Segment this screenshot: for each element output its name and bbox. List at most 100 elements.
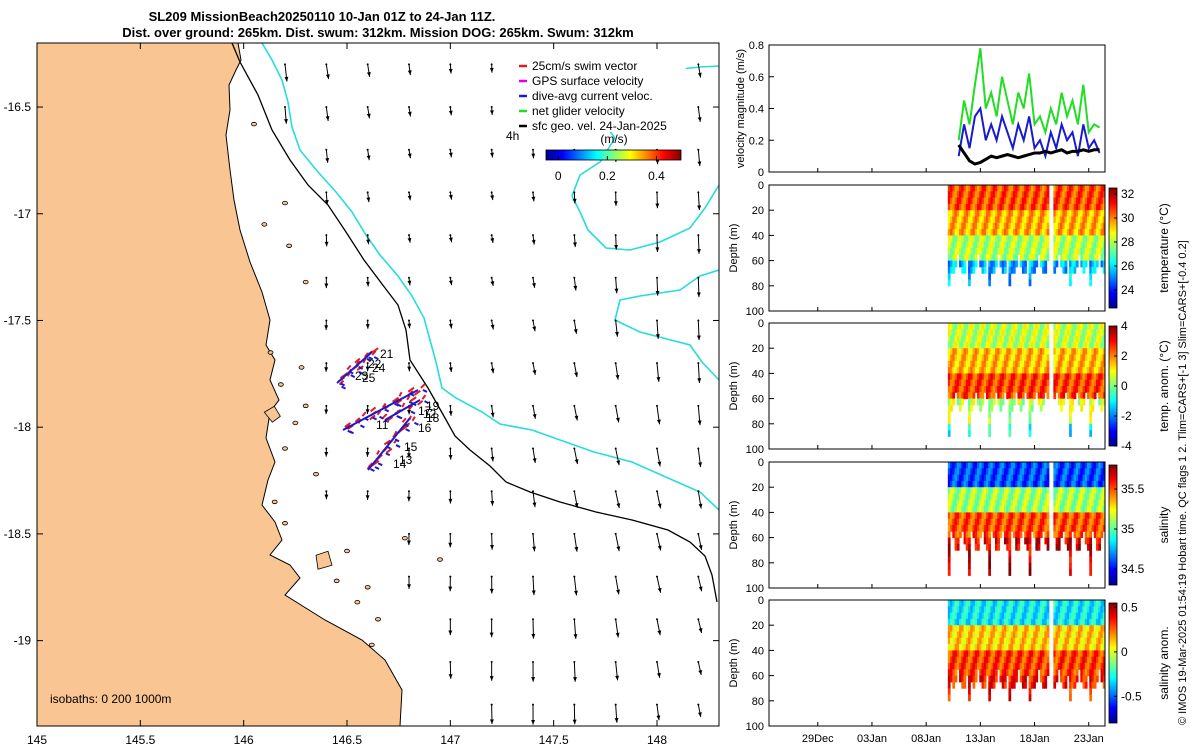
salinity-cell [1078, 525, 1081, 532]
temperature-cell [1069, 235, 1072, 243]
temperature-cell [1026, 254, 1030, 262]
salinity-cell [1037, 506, 1041, 513]
temperature-cell [968, 229, 971, 236]
temperature-cell [1060, 185, 1063, 192]
salinity-cell [1064, 493, 1068, 501]
salinity-cell [968, 525, 971, 532]
sal-anom-cell [1080, 675, 1084, 683]
temperature-cell [979, 229, 983, 236]
temp-anom-cell [1017, 386, 1021, 393]
salinity-cell [1053, 474, 1057, 482]
sal-anom-cell [1001, 669, 1005, 677]
salinity-cell [1089, 512, 1093, 520]
island [437, 557, 443, 562]
salinity-cell [1024, 468, 1027, 476]
temperature-cell [981, 191, 985, 199]
temperature-cell [961, 266, 965, 274]
salinity-cell [1021, 512, 1025, 520]
temp-anom-cell [1100, 386, 1104, 393]
temp-anom-cell [1093, 360, 1097, 368]
salinity-ytick-label: 0 [758, 457, 764, 469]
temp-anom-cell [1010, 360, 1014, 368]
temperature-cell [1093, 254, 1097, 262]
temp-anom-cell [1042, 329, 1045, 337]
temperature-cell [1071, 210, 1075, 217]
velocity-arrowhead [448, 110, 453, 116]
temperature-cell [1053, 266, 1057, 274]
velocity-arrowhead [365, 452, 370, 457]
sal-anom-cell [956, 625, 960, 632]
salinity-cell [994, 525, 998, 532]
temp-anom-cell [988, 341, 991, 349]
salinity-cell [1010, 462, 1014, 469]
salinity-cell [1030, 474, 1034, 482]
temp-anom-cell [961, 398, 965, 406]
temp-anom-cell [1001, 386, 1005, 393]
temp-anom-cell [1100, 360, 1104, 368]
temperature-cell [1087, 241, 1090, 249]
salinity-cell [1091, 518, 1095, 526]
temp-anom-cell [1012, 354, 1016, 362]
salinity-cell [992, 531, 996, 539]
temp-anom-cell [1046, 348, 1050, 355]
sal-anom-cell [988, 681, 991, 689]
temperature-cell [1008, 241, 1012, 249]
temperature-cell [1042, 254, 1045, 262]
velocity-arrowhead [284, 118, 288, 124]
velocity-arrowhead [657, 630, 662, 636]
island-large [315, 550, 333, 570]
salinity-cell [1035, 543, 1039, 551]
temperature-cell [963, 266, 967, 274]
temperature-cell [990, 260, 994, 268]
temp-anom-cell [1102, 354, 1106, 362]
temperature-cell [974, 235, 978, 243]
salinity-cell [968, 569, 971, 576]
salinity-cell [1084, 493, 1088, 501]
temperature-cell [965, 254, 969, 262]
temperature-cell [1091, 266, 1095, 274]
temp-anom-cell [972, 386, 976, 393]
temperature-cell [983, 203, 987, 211]
temp-anom-cell [1073, 360, 1077, 368]
sal-anom-cell [983, 637, 987, 645]
sal-anom-cell [999, 669, 1003, 677]
sal-anom-cell [961, 625, 965, 632]
sal-anom-cell [1078, 663, 1081, 670]
salinity-cell [952, 474, 956, 482]
salinity-cell [968, 474, 971, 482]
temperature-cell [950, 216, 953, 224]
velocity-arrowhead [366, 197, 371, 203]
dive-avg-vector [424, 400, 429, 405]
temperature-cell [1055, 191, 1059, 199]
temp-anom-cell [997, 386, 1000, 393]
temperature-cell [1100, 248, 1104, 255]
salinity-cell [1017, 525, 1021, 532]
sal-anom-cell [1015, 675, 1018, 683]
salinity-cell [1003, 531, 1007, 539]
temp-anom-cell [1060, 398, 1063, 406]
salinity-cell [1100, 462, 1104, 469]
temp-anom-cell [1008, 386, 1012, 393]
salinity-cell [968, 562, 971, 570]
isobaths-note: isobaths: 0 200 1000m [50, 692, 171, 706]
temperature-cell [1057, 203, 1061, 211]
sal-anom-cell [1042, 625, 1045, 632]
track-line [342, 389, 419, 431]
temperature-cell [970, 191, 974, 199]
sal-anom-cell [981, 681, 985, 689]
temperature-cell [1015, 197, 1018, 205]
temperature-cell [952, 203, 956, 211]
temp-anom-cell [963, 373, 967, 381]
temp-anom-cell [977, 354, 980, 362]
swim-vector [372, 460, 380, 466]
sal-anom-cell [1024, 663, 1027, 670]
island [364, 585, 371, 590]
temperature-cell [1028, 203, 1032, 211]
sal-anom-cell [1087, 618, 1090, 626]
salinity-cell [961, 499, 965, 507]
temperature-cell [1098, 248, 1102, 255]
salinity-cell [992, 525, 996, 532]
salinity-cell [977, 512, 980, 520]
salinity-cell [1039, 506, 1043, 513]
legend-ticker: 4h [506, 129, 519, 143]
